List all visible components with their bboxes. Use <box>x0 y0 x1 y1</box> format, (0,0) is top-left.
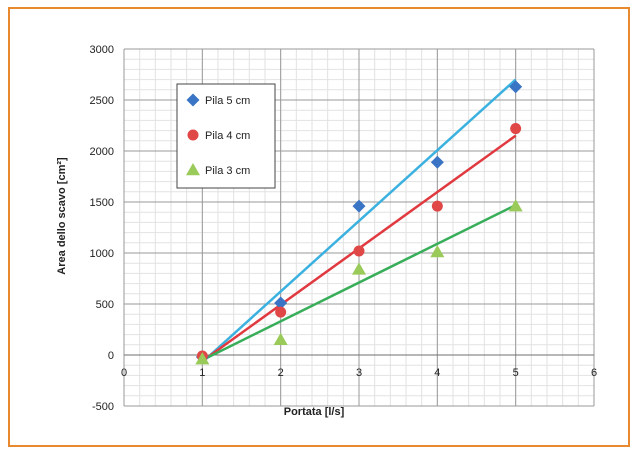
y-tick-label: 1500 <box>90 197 114 209</box>
data-point <box>430 244 445 258</box>
data-point <box>352 262 366 275</box>
y-tick-label: 1000 <box>90 248 114 260</box>
x-tick-label: 1 <box>199 367 205 379</box>
y-tick-label: 2500 <box>90 95 114 107</box>
legend-label: Pila 5 cm <box>205 95 250 107</box>
data-point <box>195 352 210 365</box>
x-tick-label: 2 <box>278 367 284 379</box>
legend-label: Pila 3 cm <box>205 165 250 177</box>
legend-marker <box>186 93 200 107</box>
trendline <box>201 203 517 362</box>
data-point <box>430 155 444 169</box>
data-point <box>353 245 365 257</box>
data-point <box>352 199 366 213</box>
y-tick-label: 3000 <box>90 44 114 56</box>
y-axis-title: Area dello scavo [cm²] <box>56 157 68 275</box>
x-tick-label: 0 <box>121 367 127 379</box>
y-tick-label: 500 <box>96 299 114 311</box>
chart-frame: 0 1 2 3 4 5 6 -500 0 500 1000 1500 2000 2500 3000 Port… <box>8 7 630 447</box>
legend-marker <box>187 129 199 141</box>
y-tick-label: 2000 <box>90 146 114 158</box>
y-tick-label: -500 <box>92 401 114 413</box>
data-markers <box>195 80 523 365</box>
data-point <box>508 199 523 212</box>
data-point <box>275 306 287 318</box>
tick-labels: 0 1 2 3 4 5 6 -500 0 500 1000 1500 2000 2500 3000 <box>90 44 598 413</box>
x-tick-label: 6 <box>591 367 597 379</box>
data-point <box>510 123 522 135</box>
legend-marker <box>186 163 200 176</box>
data-point <box>273 332 288 345</box>
x-tick-label: 3 <box>356 367 362 379</box>
legend-label: Pila 4 cm <box>205 130 250 142</box>
legend: Pila 5 cm Pila 4 cm Pila 3 cm <box>176 83 276 189</box>
data-point <box>274 296 288 310</box>
x-tick-label: 5 <box>513 367 519 379</box>
data-point <box>509 80 523 94</box>
x-axis-title: Portata [l/s] <box>284 406 345 418</box>
x-tick-label: 4 <box>434 367 440 379</box>
trendline <box>201 78 517 364</box>
chart-svg: 0 1 2 3 4 5 6 -500 0 500 1000 1500 2000 2500 3000 Port… <box>56 44 598 418</box>
data-point <box>431 200 443 212</box>
y-tick-label: 0 <box>108 350 114 362</box>
